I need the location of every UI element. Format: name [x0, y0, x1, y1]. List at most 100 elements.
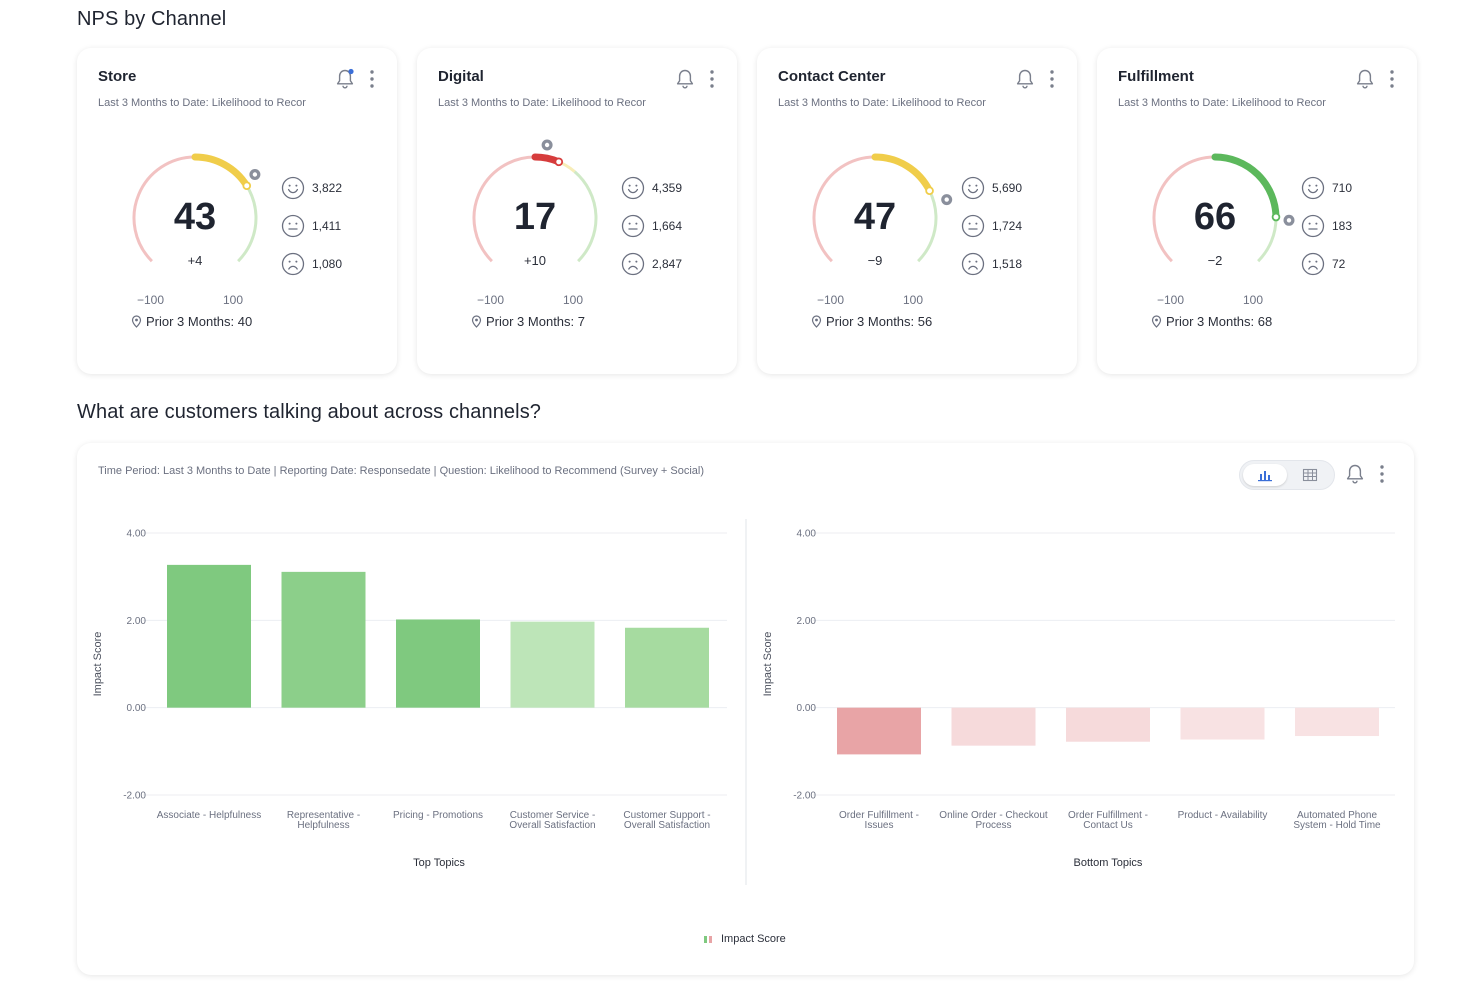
gauge-track-red	[1152, 155, 1216, 263]
bar	[1295, 707, 1379, 737]
bar	[1066, 707, 1150, 742]
prior-marker-icon	[249, 169, 261, 180]
kebab-menu-icon[interactable]	[1379, 464, 1385, 484]
x-axis-label: Bottom Topics	[1074, 857, 1143, 869]
nps-card-digital: Digital Last 3 Months to Date: Likelihoo…	[417, 48, 737, 374]
notification-dot-icon	[348, 68, 354, 75]
gauge-value-arc	[871, 153, 934, 195]
x-tick-label: Helpfulness	[297, 820, 349, 831]
gauge-track-green	[573, 170, 598, 263]
nps-gauge	[132, 153, 261, 263]
x-tick-label: Customer Support -	[623, 810, 710, 821]
prior-marker-icon	[1283, 214, 1295, 226]
topics-section-title: What are customers talking about across …	[77, 401, 542, 423]
bar	[1180, 707, 1265, 740]
card-subtitle: Last 3 Months to Date: Likelihood to Rec…	[778, 97, 986, 109]
topics-card-subtitle: Time Period: Last 3 Months to Date | Rep…	[98, 465, 705, 477]
gauge-min-label: −100	[1157, 293, 1185, 307]
x-tick-label: Overall Satisfaction	[509, 820, 595, 831]
neutral-face-icon	[1301, 214, 1325, 238]
topics-chart: 4.00 2.00 0.00 -2.00 Impact Score Associate -…	[92, 519, 1395, 885]
bell-icon[interactable]	[1015, 68, 1035, 90]
table-view-button[interactable]	[1288, 464, 1332, 486]
promoters-count: 3,822	[312, 181, 343, 195]
x-tick-label: Associate - Helpfulness	[157, 810, 262, 821]
y-tick-label: -2.00	[123, 791, 146, 802]
kebab-menu-icon[interactable]	[369, 69, 375, 89]
x-tick-label: Contact Us	[1083, 820, 1132, 831]
smile-face-icon	[621, 176, 645, 200]
bell-icon[interactable]	[675, 68, 695, 90]
frown-face-icon	[961, 252, 985, 276]
card-title: Store	[98, 68, 137, 85]
gauge-max-label: 100	[903, 293, 924, 307]
gauge-value-marker	[554, 157, 564, 167]
prior-period: Prior 3 Months: 7	[471, 314, 585, 329]
gauge-value-marker	[925, 186, 934, 196]
promoters-count: 4,359	[652, 181, 683, 195]
passives-count: 1,664	[652, 219, 683, 233]
card-subtitle: Last 3 Months to Date: Likelihood to Rec…	[438, 97, 646, 109]
x-tick-label: Issues	[865, 820, 894, 831]
kebab-menu-icon[interactable]	[1389, 69, 1395, 89]
gauge-value-arc	[191, 153, 251, 190]
x-tick-label: Overall Satisfaction	[624, 820, 710, 831]
bar	[396, 619, 480, 708]
prior-marker-icon	[941, 194, 953, 206]
passives-count: 1,724	[992, 219, 1023, 233]
nps-score: 17	[513, 196, 557, 238]
kebab-menu-icon[interactable]	[1049, 69, 1055, 89]
bell-icon[interactable]	[1355, 68, 1375, 90]
card-title: Digital	[438, 68, 484, 85]
x-tick-label: Product - Availability	[1178, 810, 1268, 821]
gauge-max-label: 100	[1243, 293, 1264, 307]
neutral-face-icon	[621, 214, 645, 238]
location-pin-icon	[1151, 315, 1162, 328]
response-breakdown: 4,359 1,664 2,847	[621, 169, 682, 283]
prior-marker-hole	[544, 142, 550, 148]
x-axis-label: Top Topics	[413, 857, 465, 869]
gauge-min-label: −100	[477, 293, 505, 307]
gauge-max-label: 100	[223, 293, 244, 307]
prior-period: Prior 3 Months: 40	[131, 314, 252, 329]
bar	[167, 564, 251, 708]
bar	[837, 707, 921, 755]
detractors-count: 1,518	[992, 257, 1023, 271]
kebab-menu-icon[interactable]	[709, 69, 715, 89]
y-tick-label: -2.00	[793, 791, 816, 802]
gauge-max-label: 100	[563, 293, 584, 307]
x-tick-label: Representative -	[287, 810, 360, 821]
table-icon	[1302, 468, 1318, 482]
bar	[510, 621, 595, 708]
card-title: Fulfillment	[1118, 68, 1194, 85]
x-tick-label: Order Fulfillment -	[839, 810, 919, 821]
bar-view-button[interactable]	[1243, 464, 1287, 486]
nps-gauge	[472, 139, 598, 263]
smile-face-icon	[281, 176, 305, 200]
prior-period: Prior 3 Months: 68	[1151, 314, 1272, 329]
nps-gauge	[1152, 153, 1295, 263]
neutral-face-icon	[281, 214, 305, 238]
y-tick-label: 4.00	[127, 529, 147, 540]
frown-face-icon	[281, 252, 305, 276]
y-tick-label: 2.00	[797, 616, 817, 627]
bar	[281, 571, 366, 708]
bar-chart-icon	[1258, 471, 1272, 482]
card-subtitle: Last 3 Months to Date: Likelihood to Rec…	[98, 97, 306, 109]
nps-card-store: Store Last 3 Months to Date: Likelihood …	[77, 48, 397, 374]
nps-score: 66	[1193, 196, 1237, 238]
location-pin-icon	[471, 315, 482, 328]
prior-marker-hole	[252, 172, 258, 177]
bell-icon[interactable]	[335, 68, 355, 90]
x-tick-label: Order Fulfillment -	[1068, 810, 1148, 821]
chart-legend[interactable]: Impact Score	[703, 933, 786, 945]
nps-delta: −9	[867, 253, 883, 268]
response-breakdown: 5,690 1,724 1,518	[961, 169, 1022, 283]
smile-face-icon	[961, 176, 985, 200]
detractors-count: 1,080	[312, 257, 343, 271]
prior-period: Prior 3 Months: 56	[811, 314, 932, 329]
location-pin-icon	[131, 315, 142, 328]
bell-icon[interactable]	[1345, 463, 1365, 485]
prior-text: Prior 3 Months: 56	[826, 314, 933, 329]
nps-section-title: NPS by Channel	[77, 8, 227, 30]
